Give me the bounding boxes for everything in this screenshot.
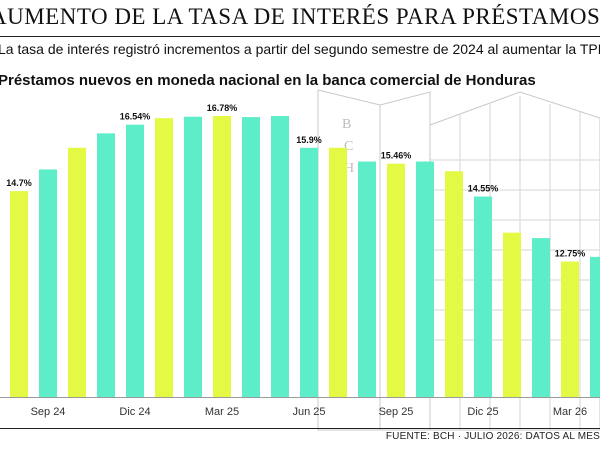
bar-oct-25 — [416, 161, 434, 397]
svg-text:H: H — [344, 161, 354, 176]
bar-oct-24 — [68, 147, 86, 397]
x-tick-label: Jun 25 — [292, 406, 325, 418]
bar-ago-24 — [10, 191, 28, 397]
x-tick-label: Mar 26 — [553, 406, 587, 418]
bar-feb-26 — [532, 238, 550, 397]
chart-title: AUMENTO DE LA TASA DE INTERÉS PARA PRÉST… — [0, 4, 600, 29]
bar-abr-26 — [590, 256, 600, 397]
x-tick-label: Sep 24 — [31, 406, 66, 418]
chart-subtitle: La tasa de interés registró incrementos … — [0, 41, 600, 57]
bar-dic-25 — [474, 196, 492, 397]
bar-mar-26 — [561, 261, 579, 397]
value-label: 15.9% — [296, 135, 322, 145]
value-label: 14.55% — [468, 184, 499, 194]
value-labels-group: 14.7% 16.54% 16.78% 15.9% 15.46% 14.55% 12.75% — [6, 103, 585, 259]
svg-text:C: C — [344, 139, 353, 154]
x-tick-label: Mar 25 — [205, 406, 239, 418]
x-tick-label: Dic 25 — [467, 406, 498, 418]
bars-group — [10, 116, 600, 398]
bar-ene-26 — [503, 232, 521, 397]
bar-abr-25 — [242, 117, 260, 398]
tick-labels-group: Sep 24 Dic 24 Mar 25 Jun 25 Sep 25 Dic 25 Mar … — [31, 406, 588, 418]
title-divider — [0, 36, 600, 37]
bar-jul-25 — [329, 147, 347, 397]
bar-nov-24 — [97, 133, 115, 397]
bar-may-25 — [271, 116, 289, 398]
value-label: 14.7% — [6, 178, 32, 188]
x-tick-label: Sep 25 — [379, 406, 414, 418]
bar-feb-25 — [184, 116, 202, 398]
x-tick-label: Dic 24 — [119, 406, 150, 418]
bar-nov-25 — [445, 171, 463, 397]
value-label: 16.54% — [120, 112, 151, 122]
source-note: FUENTE: BCH · JULIO 2026: DATOS AL MES — [385, 431, 600, 442]
bar-ene-25 — [155, 118, 173, 398]
bar-jun-25 — [300, 147, 318, 397]
bar-ago-25 — [358, 161, 376, 397]
value-label: 15.46% — [381, 151, 412, 161]
value-label: 12.75% — [555, 249, 586, 259]
bar-dic-24 — [126, 124, 144, 397]
bar-sep-25 — [387, 163, 405, 397]
bar-sep-24 — [39, 169, 57, 397]
chart-section-label: Préstamos nuevos en moneda nacional en l… — [0, 72, 536, 89]
svg-text:B: B — [342, 117, 351, 132]
bar-mar-25 — [213, 116, 231, 398]
footer-divider — [0, 428, 600, 429]
value-label: 16.78% — [207, 103, 238, 113]
